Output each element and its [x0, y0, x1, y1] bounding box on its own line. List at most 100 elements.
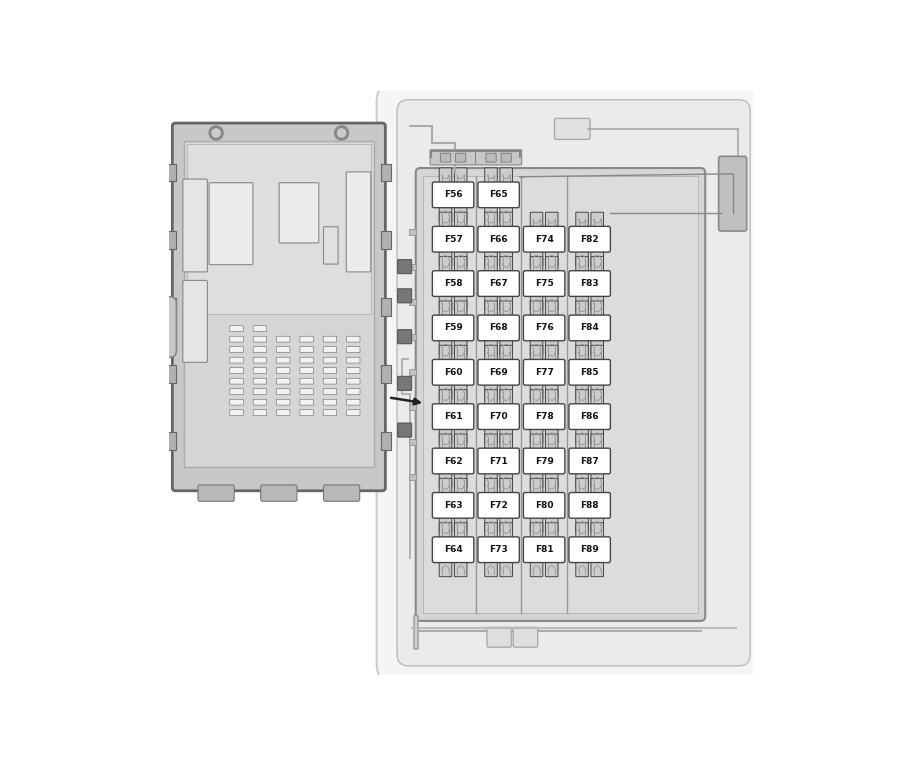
FancyBboxPatch shape [454, 168, 467, 183]
FancyBboxPatch shape [230, 389, 243, 395]
FancyBboxPatch shape [454, 434, 467, 449]
Bar [382, 432, 391, 450]
Text: F83: F83 [580, 279, 599, 288]
FancyBboxPatch shape [478, 359, 519, 385]
FancyBboxPatch shape [576, 295, 589, 311]
FancyBboxPatch shape [478, 537, 519, 562]
FancyBboxPatch shape [545, 472, 558, 488]
Text: F68: F68 [490, 324, 508, 333]
FancyBboxPatch shape [545, 390, 558, 406]
FancyBboxPatch shape [591, 295, 604, 311]
FancyBboxPatch shape [569, 448, 610, 474]
Text: F69: F69 [490, 368, 508, 377]
FancyBboxPatch shape [439, 295, 452, 311]
FancyBboxPatch shape [500, 434, 512, 449]
FancyBboxPatch shape [323, 368, 337, 374]
FancyBboxPatch shape [142, 296, 176, 357]
FancyBboxPatch shape [432, 271, 473, 296]
FancyBboxPatch shape [545, 301, 558, 317]
FancyBboxPatch shape [478, 448, 519, 474]
Text: F61: F61 [444, 412, 463, 421]
FancyBboxPatch shape [591, 340, 604, 355]
Bar [382, 164, 391, 181]
FancyBboxPatch shape [576, 517, 589, 532]
FancyBboxPatch shape [323, 227, 338, 264]
FancyBboxPatch shape [500, 212, 512, 228]
FancyBboxPatch shape [576, 478, 589, 494]
FancyBboxPatch shape [524, 271, 565, 296]
Text: F71: F71 [490, 456, 508, 465]
Text: F56: F56 [444, 190, 463, 199]
FancyBboxPatch shape [530, 478, 543, 494]
FancyBboxPatch shape [545, 346, 558, 361]
FancyBboxPatch shape [530, 561, 543, 577]
FancyBboxPatch shape [530, 346, 543, 361]
FancyBboxPatch shape [478, 227, 519, 252]
Text: F78: F78 [535, 412, 554, 421]
FancyBboxPatch shape [323, 399, 337, 405]
FancyBboxPatch shape [454, 523, 467, 538]
Circle shape [338, 129, 346, 137]
FancyBboxPatch shape [576, 434, 589, 449]
FancyBboxPatch shape [432, 404, 473, 430]
FancyBboxPatch shape [439, 301, 452, 317]
FancyBboxPatch shape [485, 523, 498, 538]
FancyBboxPatch shape [545, 434, 558, 449]
FancyBboxPatch shape [718, 156, 747, 231]
FancyBboxPatch shape [485, 301, 498, 317]
FancyBboxPatch shape [524, 227, 565, 252]
Text: F74: F74 [535, 235, 554, 244]
FancyBboxPatch shape [500, 257, 512, 272]
FancyBboxPatch shape [530, 301, 543, 317]
FancyBboxPatch shape [253, 378, 266, 384]
FancyBboxPatch shape [576, 251, 589, 266]
FancyBboxPatch shape [276, 410, 290, 415]
FancyBboxPatch shape [253, 337, 266, 342]
FancyBboxPatch shape [524, 359, 565, 385]
FancyBboxPatch shape [172, 123, 385, 490]
FancyBboxPatch shape [439, 206, 452, 222]
FancyBboxPatch shape [591, 390, 604, 406]
FancyBboxPatch shape [500, 346, 512, 361]
FancyBboxPatch shape [253, 326, 266, 331]
Bar [409, 264, 416, 270]
FancyBboxPatch shape [323, 410, 337, 415]
FancyBboxPatch shape [530, 384, 543, 399]
FancyBboxPatch shape [485, 434, 498, 449]
FancyBboxPatch shape [454, 206, 467, 222]
FancyBboxPatch shape [576, 472, 589, 488]
FancyBboxPatch shape [432, 315, 473, 341]
FancyBboxPatch shape [279, 183, 319, 243]
FancyBboxPatch shape [454, 295, 467, 311]
FancyBboxPatch shape [230, 368, 243, 374]
FancyBboxPatch shape [323, 389, 337, 395]
FancyBboxPatch shape [397, 100, 751, 666]
FancyBboxPatch shape [576, 428, 589, 443]
FancyBboxPatch shape [276, 399, 290, 405]
Text: F63: F63 [444, 501, 463, 510]
FancyBboxPatch shape [346, 357, 360, 363]
FancyBboxPatch shape [545, 517, 558, 532]
FancyBboxPatch shape [475, 150, 522, 165]
FancyBboxPatch shape [486, 153, 496, 162]
FancyBboxPatch shape [576, 301, 589, 317]
Text: F66: F66 [490, 235, 508, 244]
Bar [409, 474, 416, 480]
FancyBboxPatch shape [300, 346, 313, 352]
FancyBboxPatch shape [439, 384, 452, 399]
FancyBboxPatch shape [545, 384, 558, 399]
FancyBboxPatch shape [439, 251, 452, 266]
FancyBboxPatch shape [230, 410, 243, 415]
FancyBboxPatch shape [576, 346, 589, 361]
Bar [382, 365, 391, 383]
FancyBboxPatch shape [530, 212, 543, 228]
FancyBboxPatch shape [485, 295, 498, 311]
FancyBboxPatch shape [524, 315, 565, 341]
FancyBboxPatch shape [530, 523, 543, 538]
FancyBboxPatch shape [455, 153, 466, 162]
FancyBboxPatch shape [439, 346, 452, 361]
FancyBboxPatch shape [591, 472, 604, 488]
FancyBboxPatch shape [230, 357, 243, 363]
FancyBboxPatch shape [276, 337, 290, 342]
FancyBboxPatch shape [323, 357, 337, 363]
